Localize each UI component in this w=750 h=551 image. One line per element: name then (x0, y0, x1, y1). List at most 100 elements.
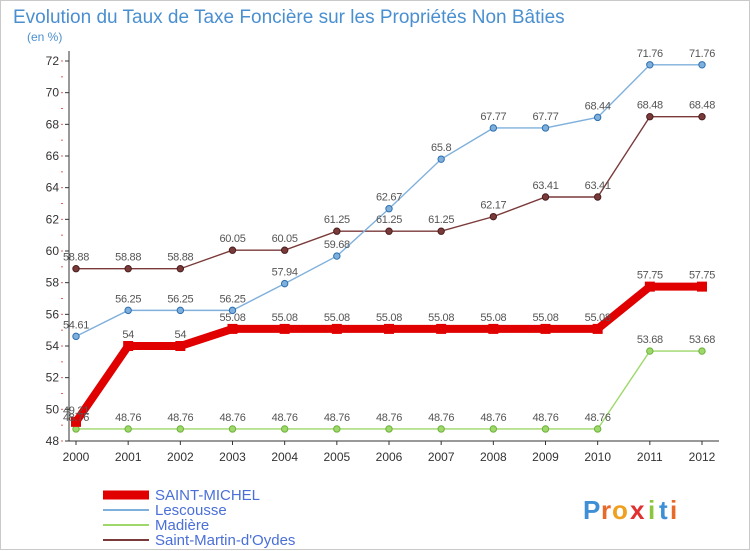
data-label: 68.48 (637, 100, 663, 112)
logo-letter: x (630, 495, 645, 525)
series-marker-3 (646, 113, 654, 121)
series-marker-0 (175, 341, 186, 351)
data-labels: 58.88 58.88 58.88 60.05 60.05 61.25 61.25 61.25… (63, 48, 716, 424)
series-marker-2 (698, 347, 706, 355)
series-marker-0 (436, 323, 447, 334)
series-marker-1 (228, 306, 237, 315)
series-marker-0 (227, 323, 238, 334)
x-tick-label: 2001 (115, 450, 142, 464)
series-marker-2 (593, 425, 602, 433)
series-marker-0 (279, 323, 290, 334)
data-label: 48.76 (376, 412, 402, 424)
y-tick-label: 68 (46, 117, 60, 131)
series-marker-3 (72, 265, 80, 273)
data-label: 55.08 (376, 312, 402, 324)
data-label: 63.41 (532, 180, 558, 192)
series-marker-1 (385, 205, 393, 213)
data-label: 55.08 (324, 312, 350, 324)
data-label: 53.68 (637, 334, 663, 346)
series-marker-0 (71, 416, 81, 427)
series-marker-2 (489, 425, 498, 433)
chart-subtitle: (en %) (27, 30, 62, 44)
data-label: 58.88 (63, 252, 89, 264)
series-marker-2 (228, 425, 237, 433)
data-label: 61.25 (324, 214, 350, 226)
legend: SAINT-MICHELLescousseMadièreSaint-Martin… (103, 487, 295, 549)
logo-letter: i (648, 495, 655, 525)
data-label: 68.44 (585, 100, 611, 112)
data-label: 57.75 (637, 270, 663, 282)
data-label: 48.76 (63, 412, 89, 424)
series-marker-1 (489, 124, 498, 132)
data-label: 55.08 (219, 312, 245, 324)
data-label: 48.76 (324, 412, 350, 424)
series-layer (71, 61, 707, 433)
series-line-0 (72, 282, 702, 425)
series-marker-3 (333, 227, 341, 235)
series-marker-3 (124, 265, 132, 273)
series-marker-2 (646, 347, 654, 355)
series-marker-3 (437, 227, 445, 235)
x-tick-label: 2000 (63, 450, 90, 464)
data-label: 55.08 (532, 312, 558, 324)
logo-letter: o (612, 495, 628, 525)
series-marker-3 (176, 265, 185, 273)
y-tick-label: 60 (46, 244, 60, 258)
y-tick-label: 52 (46, 371, 60, 385)
series-marker-0 (697, 281, 707, 292)
x-tick-label: 2006 (376, 450, 403, 464)
x-tick-label: 2009 (532, 450, 559, 464)
data-label: 61.25 (428, 214, 454, 226)
legend-label-2: Madière (155, 517, 209, 534)
legend-label-3: Saint-Martin-d'Oydes (155, 532, 295, 549)
series-marker-0 (331, 323, 342, 334)
series-marker-3 (280, 246, 289, 254)
logo-letter: t (659, 495, 668, 525)
series-marker-1 (72, 332, 80, 341)
data-label: 59.68 (324, 239, 350, 251)
data-label: 53.68 (689, 334, 715, 346)
data-label: 56.25 (115, 293, 141, 305)
series-marker-3 (385, 227, 393, 235)
series-marker-2 (124, 425, 132, 433)
data-label: 71.76 (637, 48, 663, 60)
data-label: 65.8 (431, 142, 451, 154)
logo-letter: P (583, 495, 600, 525)
x-tick-label: 2010 (584, 450, 611, 464)
data-label: 54 (175, 329, 187, 341)
series-marker-1 (333, 252, 341, 260)
series-marker-1 (646, 61, 654, 69)
data-label: 71.76 (689, 48, 715, 60)
y-tick-label: 54 (46, 339, 60, 353)
data-label: 55.08 (480, 312, 506, 324)
data-label: 57.75 (689, 270, 715, 282)
x-tick-label: 2008 (480, 450, 507, 464)
series-marker-1 (437, 155, 445, 163)
data-label: 63.41 (585, 180, 611, 192)
series-marker-2 (280, 425, 289, 433)
series-marker-0 (644, 281, 655, 292)
logo-letter: r (601, 495, 611, 525)
data-label: 49.21 (63, 405, 89, 417)
data-label: 48.76 (532, 412, 558, 424)
series-marker-1 (541, 124, 550, 132)
series-marker-1 (124, 306, 132, 315)
data-label: 58.88 (167, 252, 193, 264)
series-marker-3 (489, 212, 498, 221)
data-label: 55.08 (428, 312, 454, 324)
series-marker-2 (333, 425, 341, 433)
series-marker-3 (228, 246, 237, 254)
axes: 48 50 52 54 56 58 60 62 64 66 68 70 72 2000 2001 2002 20… (46, 51, 719, 464)
data-label: 60.05 (219, 233, 245, 245)
logo-letter: i (670, 495, 677, 525)
y-tick-label: 66 (46, 149, 60, 163)
data-label: 67.77 (480, 111, 506, 123)
data-label: 58.88 (115, 252, 141, 264)
y-tick-label: 50 (46, 402, 60, 416)
data-label: 48.76 (428, 412, 454, 424)
y-tick-label: 72 (46, 54, 60, 68)
series-marker-2 (385, 425, 393, 433)
